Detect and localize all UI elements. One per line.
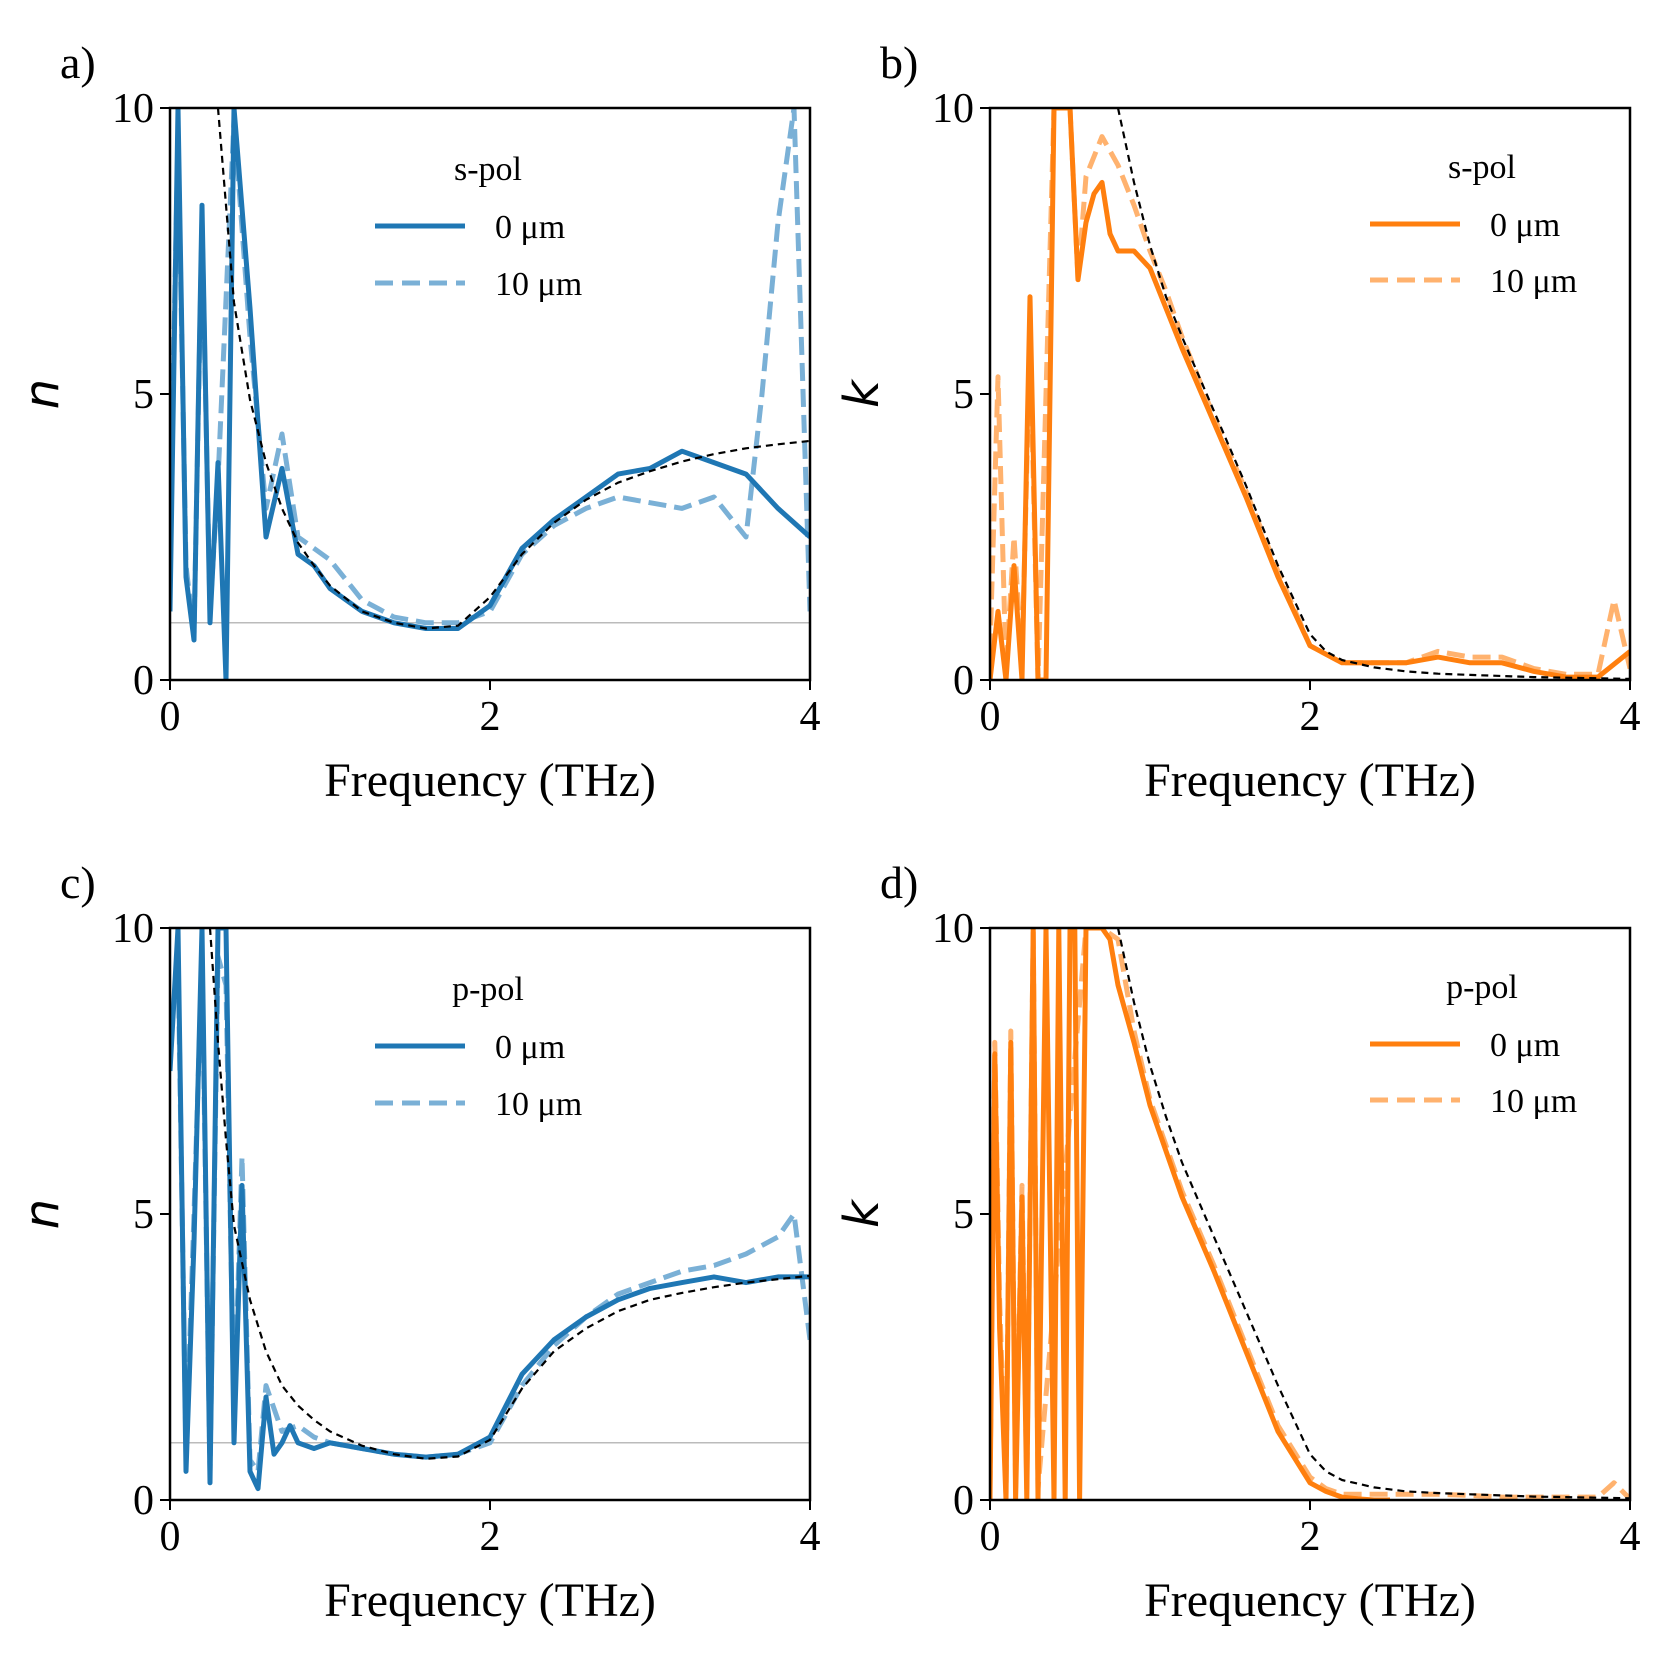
legend-title-b: s-pol bbox=[1448, 149, 1516, 186]
panel-label-a: a) bbox=[60, 37, 96, 88]
xtick-2-c: 2 bbox=[480, 1514, 501, 1560]
legend-title-d: p-pol bbox=[1446, 969, 1518, 1006]
xtick-0-b: 0 bbox=[980, 694, 1001, 740]
series-10um-b bbox=[990, 108, 1630, 680]
ytick-5-c: 5 bbox=[133, 1192, 154, 1238]
ytick-0-b: 0 bbox=[953, 658, 974, 704]
series-fit-d bbox=[1116, 928, 1630, 1500]
legend-b: s-pol 0 μm 10 μm bbox=[1370, 149, 1577, 300]
series-10um-c bbox=[170, 954, 810, 1474]
panel-label-d: d) bbox=[880, 857, 918, 908]
ytick-5-a: 5 bbox=[133, 372, 154, 418]
panel-b: b) 10 5 0 0 2 4 Frequency (THz) k s-pol … bbox=[834, 37, 1641, 807]
panel-label-b: b) bbox=[880, 37, 918, 88]
ytick-10-b: 10 bbox=[932, 86, 974, 132]
ylabel-d: k bbox=[834, 1198, 890, 1228]
series-fit-c bbox=[208, 928, 810, 1460]
xtick-4-d: 4 bbox=[1620, 1514, 1641, 1560]
series-0um-c bbox=[170, 928, 810, 1492]
series-0um-b bbox=[990, 108, 1630, 680]
legend-label-10um-a: 10 μm bbox=[495, 266, 582, 303]
legend-label-0um-d: 0 μm bbox=[1490, 1027, 1560, 1064]
xtick-0-d: 0 bbox=[980, 1514, 1001, 1560]
xtick-4-a: 4 bbox=[800, 694, 821, 740]
plot-area-b bbox=[990, 108, 1630, 680]
legend-label-0um-c: 0 μm bbox=[495, 1029, 565, 1066]
plot-area-c bbox=[170, 928, 810, 1492]
legend-c: p-pol 0 μm 10 μm bbox=[375, 971, 582, 1123]
plot-area-d bbox=[990, 928, 1630, 1500]
ytick-10-d: 10 bbox=[932, 906, 974, 952]
ytick-5-b: 5 bbox=[953, 372, 974, 418]
legend-label-10um-c: 10 μm bbox=[495, 1086, 582, 1123]
series-0um-a bbox=[170, 108, 810, 680]
ytick-0-c: 0 bbox=[133, 1478, 154, 1524]
series-0um-d bbox=[990, 928, 1390, 1500]
series-fit-a bbox=[216, 108, 810, 630]
xtick-0-a: 0 bbox=[160, 694, 181, 740]
panel-d: d) 10 5 0 0 2 4 Frequency (THz) k p-pol … bbox=[834, 857, 1641, 1627]
xlabel-d: Frequency (THz) bbox=[1144, 1574, 1476, 1627]
axes-frame-a bbox=[168, 106, 812, 682]
legend-d: p-pol 0 μm 10 μm bbox=[1370, 969, 1577, 1120]
legend-label-0um-a: 0 μm bbox=[495, 209, 565, 246]
xtick-2-b: 2 bbox=[1300, 694, 1321, 740]
series-fit-b bbox=[1116, 108, 1630, 680]
panel-label-c: c) bbox=[60, 857, 96, 908]
ytick-0-a: 0 bbox=[133, 658, 154, 704]
panel-a: a) 10 5 0 0 2 4 Frequency (THz) n s-pol … bbox=[14, 37, 821, 807]
xtick-0-c: 0 bbox=[160, 1514, 181, 1560]
xtick-4-b: 4 bbox=[1620, 694, 1641, 740]
ylabel-c: n bbox=[14, 1199, 70, 1229]
ylabel-a: n bbox=[14, 379, 70, 409]
xtick-2-a: 2 bbox=[480, 694, 501, 740]
ytick-10-c: 10 bbox=[112, 906, 154, 952]
plot-area-a bbox=[170, 108, 810, 680]
ytick-5-d: 5 bbox=[953, 1192, 974, 1238]
legend-label-10um-d: 10 μm bbox=[1490, 1083, 1577, 1120]
legend-title-a: s-pol bbox=[454, 151, 522, 188]
legend-label-0um-b: 0 μm bbox=[1490, 207, 1560, 244]
xlabel-c: Frequency (THz) bbox=[324, 1574, 656, 1627]
ytick-10-a: 10 bbox=[112, 86, 154, 132]
ylabel-b: k bbox=[834, 378, 890, 408]
xlabel-a: Frequency (THz) bbox=[324, 754, 656, 807]
legend-title-c: p-pol bbox=[452, 971, 524, 1008]
xlabel-b: Frequency (THz) bbox=[1144, 754, 1476, 807]
panel-c: c) 10 5 0 0 2 4 Frequency (THz) n p-pol … bbox=[14, 857, 821, 1627]
ytick-0-d: 0 bbox=[953, 1478, 974, 1524]
xtick-4-c: 4 bbox=[800, 1514, 821, 1560]
xtick-2-d: 2 bbox=[1300, 1514, 1321, 1560]
legend-a: s-pol 0 μm 10 μm bbox=[375, 151, 582, 303]
legend-label-10um-b: 10 μm bbox=[1490, 263, 1577, 300]
